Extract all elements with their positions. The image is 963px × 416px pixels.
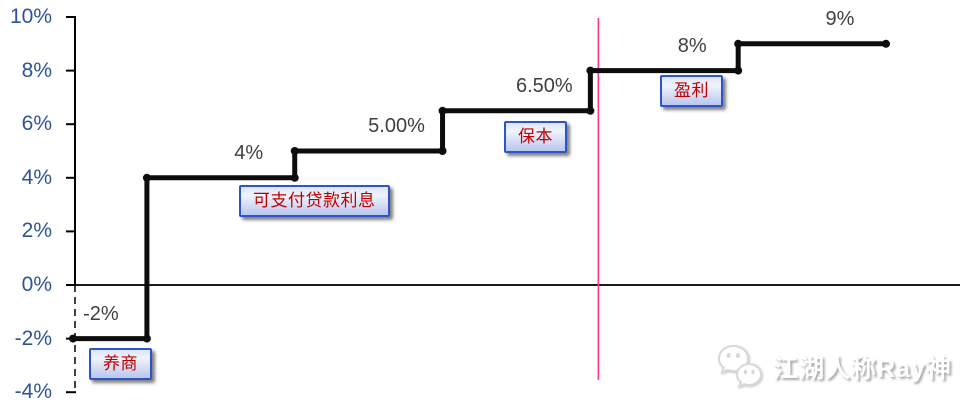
step-line bbox=[73, 41, 886, 342]
data-label: 5.00% bbox=[365, 113, 428, 139]
annotation-box: 养商 bbox=[89, 348, 152, 380]
data-point-marker bbox=[69, 334, 77, 343]
data-label: 6.50% bbox=[513, 72, 576, 99]
y-axis-tick-label: 10% bbox=[9, 5, 52, 28]
data-point-marker bbox=[734, 39, 743, 48]
data-point-marker bbox=[438, 147, 447, 155]
y-axis-tick-label: 8% bbox=[21, 58, 52, 82]
data-point-marker bbox=[586, 66, 595, 75]
annotation-box: 可支付贷款利息 bbox=[239, 185, 390, 217]
data-point-marker bbox=[586, 106, 595, 115]
data-label: 4% bbox=[231, 139, 267, 166]
data-point-marker bbox=[438, 106, 447, 115]
y-axis-tick-label: 2% bbox=[21, 219, 52, 243]
watermark-text: 江湖人称Ray神 bbox=[773, 355, 952, 383]
data-label: 8% bbox=[674, 32, 710, 59]
data-point-marker bbox=[734, 66, 743, 75]
y-axis-tick-label: -4% bbox=[14, 380, 52, 404]
y-axis-tick-label: 4% bbox=[21, 165, 52, 189]
data-label: 9% bbox=[822, 5, 858, 32]
data-label: -2% bbox=[80, 300, 122, 327]
y-axis-tick-label: 6% bbox=[21, 112, 52, 136]
data-point-marker bbox=[290, 147, 299, 155]
y-axis-tick-label: 0% bbox=[21, 273, 52, 296]
watermark: 江湖人称Ray神 bbox=[714, 344, 952, 390]
y-axis-tick-label: -2% bbox=[14, 326, 52, 350]
data-point-marker bbox=[142, 173, 151, 182]
data-point-marker bbox=[290, 173, 299, 182]
data-point-marker bbox=[142, 334, 151, 343]
data-point-marker bbox=[882, 39, 890, 48]
wechat-icon bbox=[714, 344, 766, 390]
annotation-box: 保本 bbox=[504, 121, 567, 153]
annotation-box: 盈利 bbox=[660, 75, 723, 107]
